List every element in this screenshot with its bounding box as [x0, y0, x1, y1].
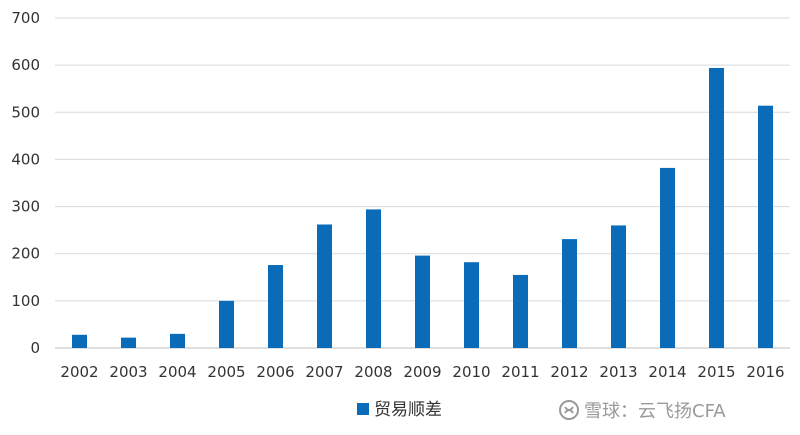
y-tick-label: 400	[11, 150, 40, 168]
watermark-text: 雪球：云飞扬CFA	[584, 401, 726, 422]
y-axis: 0 100 200 300 400 500 600 700	[11, 9, 40, 357]
bar-2007	[317, 224, 332, 348]
x-tick-label: 2005	[207, 363, 245, 381]
bars	[72, 67, 773, 348]
legend-label: 贸易顺差	[374, 400, 442, 420]
x-tick-label: 2016	[746, 363, 784, 381]
y-tick-label: 0	[30, 339, 40, 357]
bar-2002	[72, 334, 87, 348]
y-tick-label: 700	[11, 9, 40, 27]
bar-2011	[513, 274, 528, 348]
x-axis: 2002 2003 2004 2005 2006 2007 2008 2009 2010 2011…	[60, 363, 784, 381]
bar-2016	[758, 105, 773, 348]
x-tick-label: 2015	[697, 363, 735, 381]
legend-swatch	[357, 403, 369, 415]
x-tick-label: 2011	[501, 363, 539, 381]
bar-2004	[170, 333, 185, 348]
gridlines	[55, 17, 790, 349]
y-tick-label: 200	[11, 245, 40, 263]
bar-2010	[464, 262, 479, 348]
y-tick-label: 600	[11, 56, 40, 74]
x-tick-label: 2013	[599, 363, 637, 381]
bar-2012	[562, 239, 577, 348]
x-tick-label: 2003	[109, 363, 147, 381]
x-tick-label: 2002	[60, 363, 98, 381]
snowball-logo-icon	[559, 400, 579, 420]
legend: 贸易顺差	[357, 400, 442, 420]
bar-2005	[219, 300, 234, 348]
x-tick-label: 2012	[550, 363, 588, 381]
x-tick-label: 2009	[403, 363, 441, 381]
watermark: 雪球：云飞扬CFA	[559, 400, 726, 422]
y-tick-label: 500	[11, 103, 40, 121]
bar-2013	[611, 225, 626, 348]
x-tick-label: 2010	[452, 363, 490, 381]
x-tick-label: 2014	[648, 363, 686, 381]
bar-2015	[709, 67, 724, 348]
bar-2003	[121, 337, 136, 348]
x-tick-label: 2004	[158, 363, 196, 381]
bar-2009	[415, 255, 430, 348]
bar-2008	[366, 209, 381, 348]
x-tick-label: 2006	[256, 363, 294, 381]
y-tick-label: 100	[11, 292, 40, 310]
x-tick-label: 2007	[305, 363, 343, 381]
y-tick-label: 300	[11, 198, 40, 216]
x-tick-label: 2008	[354, 363, 392, 381]
bar-2006	[268, 265, 283, 348]
bar-2014	[660, 167, 675, 348]
